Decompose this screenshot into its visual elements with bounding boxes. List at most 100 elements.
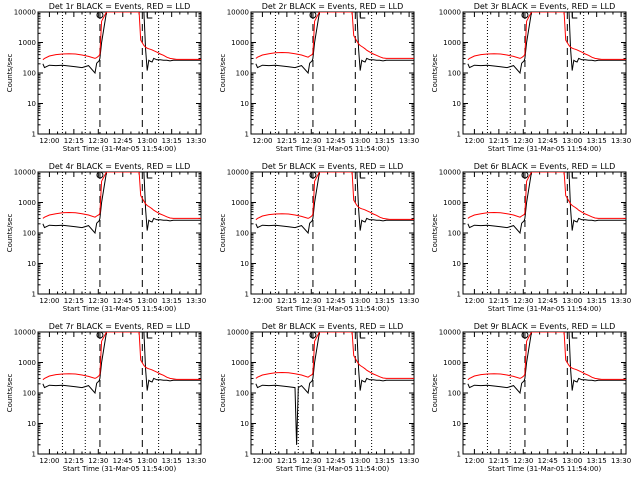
attenuator-marker — [521, 11, 529, 19]
attenuator-marker — [96, 331, 104, 339]
y-tick-label: 10 — [27, 260, 36, 268]
x-tick-label: 13:00 — [137, 457, 157, 465]
attenuator-marker — [96, 171, 104, 179]
y-tick-label: 10000 — [14, 9, 36, 17]
panel-title: Det 3r BLACK = Events, RED = LLD — [474, 2, 616, 11]
panel-title: Det 6r BLACK = Events, RED = LLD — [474, 162, 616, 171]
x-tick-label: 12:15 — [64, 457, 84, 465]
y-tick-label: 10000 — [439, 9, 461, 17]
attenuator-marker — [96, 11, 104, 19]
y-tick-label: 10000 — [227, 169, 249, 177]
x-tick-label: 13:00 — [137, 137, 157, 145]
y-tick-label: 10000 — [14, 329, 36, 337]
y-tick-label: 100 — [23, 390, 36, 398]
y-tick-label: 1000 — [231, 199, 249, 207]
x-tick-label: 12:30 — [513, 137, 533, 145]
series-group — [42, 12, 201, 75]
x-tick-label: 12:45 — [538, 137, 558, 145]
x-tick-label: 13:30 — [611, 137, 631, 145]
y-axis-label: Counts/sec — [219, 54, 227, 93]
lld-rate-line — [255, 332, 414, 379]
x-tick-label: 12:30 — [301, 457, 321, 465]
x-tick-label: 12:00 — [39, 457, 59, 465]
panel-title: Det 2r BLACK = Events, RED = LLD — [262, 2, 404, 11]
x-tick-label: 13:30 — [611, 457, 631, 465]
y-tick-label: 100 — [236, 230, 249, 238]
y-tick-label: 1000 — [443, 199, 461, 207]
x-tick-label: 13:30 — [186, 297, 206, 305]
y-tick-label: 1000 — [18, 359, 36, 367]
y-axis-label: Counts/sec — [6, 374, 14, 413]
y-axis-label: Counts/sec — [431, 214, 439, 253]
y-tick-label: 10000 — [439, 329, 461, 337]
y-tick-label: 10 — [240, 260, 249, 268]
bracket-marker — [146, 332, 153, 339]
attenuator-marker — [309, 171, 317, 179]
y-tick-label: 1 — [457, 131, 461, 139]
panel-title: Det 7r BLACK = Events, RED = LLD — [49, 322, 191, 331]
detector-panel-9: Det 9r BLACK = Events, RED = LLD 1 10 100 10… — [431, 322, 631, 473]
x-tick-label: 12:45 — [113, 297, 133, 305]
x-tick-label: 12:00 — [39, 297, 59, 305]
lld-rate-line — [467, 332, 626, 381]
x-tick-label: 12:00 — [39, 137, 59, 145]
y-tick-label: 1 — [32, 451, 36, 459]
y-tick-label: 1 — [457, 451, 461, 459]
x-tick-label: 13:15 — [162, 137, 182, 145]
y-tick-label: 10 — [452, 420, 461, 428]
bracket-marker — [146, 12, 153, 19]
x-tick-label: 12:15 — [277, 297, 297, 305]
bracket-marker — [359, 12, 366, 19]
y-tick-label: 100 — [236, 390, 249, 398]
bracket-marker — [571, 12, 578, 19]
x-axis-label: Start Time (31-Mar-05 11:54:00) — [63, 145, 177, 153]
x-tick-label: 12:30 — [513, 457, 533, 465]
x-tick-label: 12:15 — [489, 137, 509, 145]
events-rate-line — [467, 12, 626, 75]
x-tick-label: 13:00 — [350, 137, 370, 145]
x-tick-label: 12:30 — [88, 457, 108, 465]
x-tick-label: 12:00 — [464, 457, 484, 465]
x-tick-label: 13:15 — [375, 457, 395, 465]
y-tick-label: 1000 — [443, 39, 461, 47]
y-tick-label: 1 — [457, 291, 461, 299]
y-tick-label: 10000 — [439, 169, 461, 177]
x-tick-label: 13:15 — [587, 457, 607, 465]
y-tick-label: 100 — [448, 390, 461, 398]
x-tick-label: 12:15 — [64, 297, 84, 305]
x-tick-label: 13:00 — [350, 297, 370, 305]
x-tick-label: 13:30 — [186, 457, 206, 465]
x-tick-label: 13:15 — [375, 137, 395, 145]
attenuator-marker — [309, 331, 317, 339]
y-tick-label: 10 — [240, 100, 249, 108]
y-tick-label: 100 — [448, 230, 461, 238]
panel-title: Det 9r BLACK = Events, RED = LLD — [474, 322, 616, 331]
detector-panel-5: Det 5r BLACK = Events, RED = LLD 1 10 100 10… — [219, 162, 419, 313]
attenuator-marker — [521, 331, 529, 339]
lld-rate-line — [467, 172, 626, 219]
x-tick-label: 13:00 — [137, 297, 157, 305]
attenuator-marker — [521, 171, 529, 179]
y-tick-label: 1000 — [231, 39, 249, 47]
x-tick-label: 12:45 — [538, 457, 558, 465]
x-tick-label: 13:30 — [399, 297, 419, 305]
lld-rate-line — [255, 172, 414, 221]
detector-panel-4: Det 4r BLACK = Events, RED = LLD 1 10 100 10… — [6, 162, 206, 313]
y-tick-label: 1000 — [231, 359, 249, 367]
x-axis-label: Start Time (31-Mar-05 11:54:00) — [63, 465, 177, 473]
bracket-marker — [571, 172, 578, 179]
detector-panel-2: Det 2r BLACK = Events, RED = LLD 1 10 100 10… — [219, 2, 419, 153]
events-rate-line — [467, 332, 626, 395]
y-tick-label: 1 — [245, 131, 249, 139]
series-group — [255, 332, 414, 445]
x-axis-label: Start Time (31-Mar-05 11:54:00) — [488, 465, 602, 473]
y-tick-label: 1 — [32, 131, 36, 139]
y-tick-label: 10000 — [227, 9, 249, 17]
bracket-marker — [359, 332, 366, 339]
x-tick-label: 13:00 — [562, 297, 582, 305]
y-tick-label: 10000 — [227, 329, 249, 337]
x-tick-label: 12:30 — [301, 137, 321, 145]
x-tick-label: 12:00 — [464, 297, 484, 305]
y-tick-label: 10 — [452, 100, 461, 108]
